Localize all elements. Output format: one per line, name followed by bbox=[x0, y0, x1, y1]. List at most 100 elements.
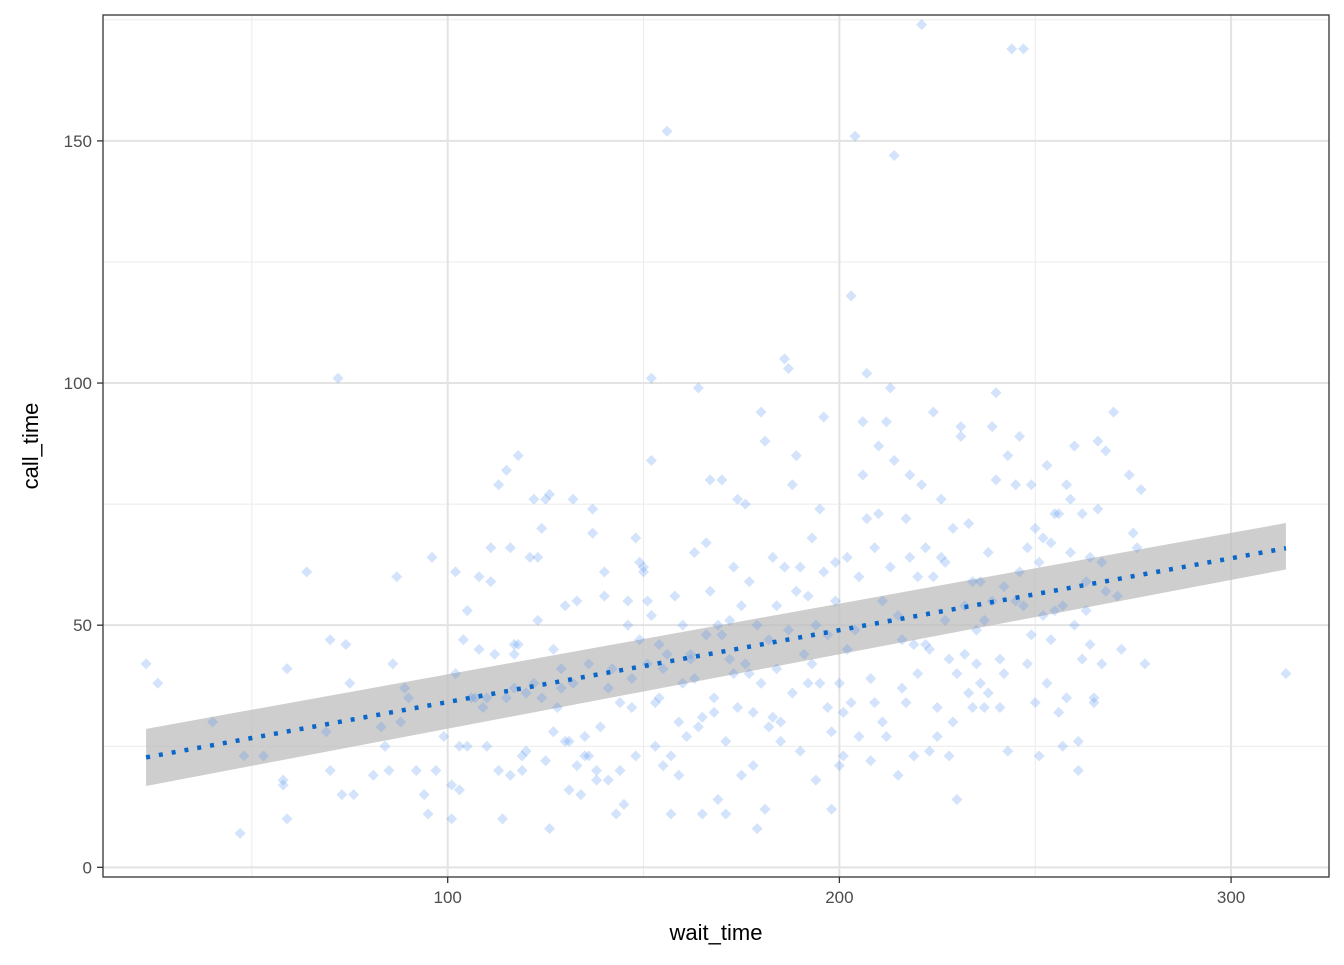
scatter-point bbox=[1033, 750, 1045, 762]
scatter-point bbox=[1127, 527, 1139, 539]
scatter-point bbox=[485, 576, 497, 588]
scatter-point bbox=[508, 639, 520, 651]
scatter-point bbox=[806, 658, 818, 670]
scatter-point bbox=[594, 721, 606, 733]
scatter-point bbox=[1057, 740, 1069, 752]
scatter-point bbox=[908, 639, 920, 651]
scatter-point bbox=[500, 464, 512, 476]
scatter-point bbox=[779, 353, 791, 365]
scatter-point bbox=[990, 474, 1002, 486]
scatter-point bbox=[1096, 556, 1108, 568]
scatter-point bbox=[1076, 508, 1088, 520]
scatter-point bbox=[888, 455, 900, 467]
scatter-point bbox=[630, 532, 642, 544]
scatter-point bbox=[457, 634, 469, 646]
scatter-point bbox=[888, 149, 900, 161]
scatter-point bbox=[728, 561, 740, 573]
scatter-point bbox=[696, 808, 708, 820]
scatter-point bbox=[681, 731, 693, 743]
scatter-point bbox=[931, 702, 943, 714]
scatter-point bbox=[540, 493, 552, 505]
scatter-point bbox=[1064, 547, 1076, 559]
scatter-point bbox=[320, 726, 332, 738]
scatter-point bbox=[849, 130, 861, 142]
scatter-point bbox=[920, 639, 932, 651]
scatter-point bbox=[485, 542, 497, 554]
scatter-point bbox=[551, 702, 563, 714]
scatter-point bbox=[587, 527, 599, 539]
scatter-point bbox=[692, 721, 704, 733]
scatter-point bbox=[892, 769, 904, 781]
scatter-point bbox=[935, 551, 947, 563]
scatter-point bbox=[1092, 435, 1104, 447]
scatter-point bbox=[1049, 508, 1061, 520]
scatter-point bbox=[677, 619, 689, 631]
scatter-point bbox=[387, 658, 399, 670]
scatter-point bbox=[579, 750, 591, 762]
scatter-point bbox=[720, 735, 732, 747]
scatter-point bbox=[508, 682, 520, 694]
scatter-point bbox=[1068, 619, 1080, 631]
scatter-point bbox=[912, 571, 924, 583]
scatter-point bbox=[1053, 508, 1065, 520]
scatter-point bbox=[857, 416, 869, 428]
y-axis-ticks: 0 50 100 150 bbox=[64, 132, 103, 877]
scatter-point bbox=[567, 493, 579, 505]
scatter-point bbox=[1033, 556, 1045, 568]
scatter-point bbox=[207, 716, 219, 728]
scatter-point bbox=[920, 542, 932, 554]
scatter-point bbox=[665, 750, 677, 762]
scatter-point bbox=[340, 639, 352, 651]
scatter-point bbox=[1017, 600, 1029, 612]
scatter-point bbox=[755, 406, 767, 418]
scatter-point bbox=[375, 721, 387, 733]
plot-panel-border bbox=[102, 14, 1330, 878]
scatter-point bbox=[504, 769, 516, 781]
scatter-point bbox=[724, 614, 736, 626]
scatter-point bbox=[732, 493, 744, 505]
scatter-point bbox=[716, 474, 728, 486]
scatter-point bbox=[622, 595, 634, 607]
scatter-point bbox=[708, 692, 720, 704]
scatter-point bbox=[481, 692, 493, 704]
scatter-point bbox=[798, 648, 810, 660]
scatter-point bbox=[884, 561, 896, 573]
scatter-point bbox=[657, 760, 669, 772]
scatter-point bbox=[876, 595, 888, 607]
scatter-point bbox=[802, 677, 814, 689]
x-tick-label: 100 bbox=[434, 888, 462, 907]
scatter-point bbox=[324, 764, 336, 776]
trend-line bbox=[145, 545, 1287, 760]
scatter-point bbox=[853, 571, 865, 583]
scatter-point bbox=[500, 692, 512, 704]
scatter-point bbox=[348, 789, 360, 801]
scatter-point bbox=[661, 125, 673, 137]
scatter-point bbox=[978, 702, 990, 714]
scatter-point bbox=[520, 745, 532, 757]
scatter-point bbox=[735, 600, 747, 612]
scatter-point bbox=[618, 798, 630, 810]
scatter-point bbox=[1280, 668, 1292, 680]
scatter-point bbox=[826, 726, 838, 738]
scatter-point bbox=[986, 421, 998, 433]
scatter-point bbox=[833, 760, 845, 772]
scatter-point bbox=[547, 726, 559, 738]
scatter-point bbox=[395, 716, 407, 728]
scatter-point bbox=[536, 522, 548, 534]
scatter-point bbox=[559, 600, 571, 612]
scatter-point bbox=[931, 731, 943, 743]
scatter-point bbox=[939, 614, 951, 626]
scatter-point bbox=[512, 450, 524, 462]
scatter-point bbox=[1041, 459, 1053, 471]
scatter-point bbox=[532, 551, 544, 563]
scatter-point bbox=[504, 542, 516, 554]
scatter-point bbox=[301, 566, 313, 578]
scatter-point bbox=[610, 808, 622, 820]
scatter-point bbox=[943, 653, 955, 665]
scatter-point bbox=[998, 580, 1010, 592]
scatter-point bbox=[782, 624, 794, 636]
scatter-point bbox=[575, 789, 587, 801]
scatter-point bbox=[767, 551, 779, 563]
scatter-point bbox=[1025, 629, 1037, 641]
scatter-point bbox=[1049, 605, 1061, 617]
